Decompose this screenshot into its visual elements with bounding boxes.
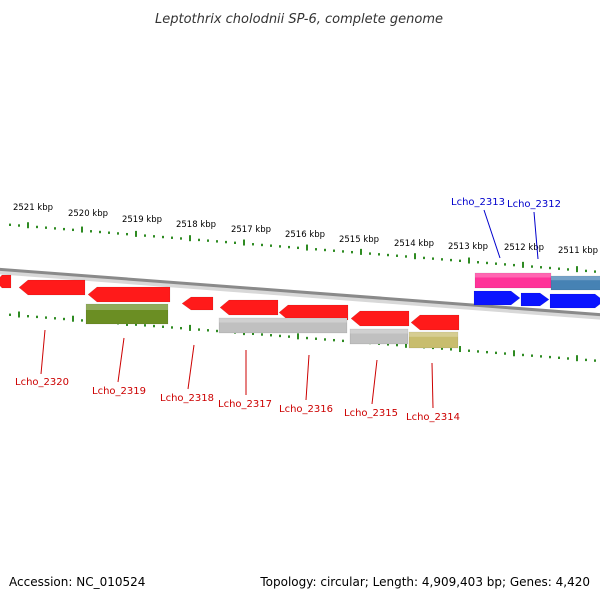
- gene-label[interactable]: Lcho_2313: [451, 197, 505, 208]
- genome-summary-text: Topology: circular; Length: 4,909,403 bp…: [260, 575, 590, 589]
- scale-label: 2512 kbp: [504, 243, 544, 253]
- gene-labels: Lcho_2320 Lcho_2319 Lcho_2318 Lcho_2317 Lcho…: [15, 197, 561, 423]
- feature-box-lcho-2319[interactable]: [85, 303, 169, 325]
- gene-arrow-minus[interactable]: [0, 274, 12, 289]
- map-title: Leptothrix cholodnii SP-6, complete geno…: [155, 12, 443, 27]
- gene-label[interactable]: Lcho_2320: [15, 377, 69, 388]
- gene-label[interactable]: Lcho_2318: [160, 393, 214, 404]
- gene-arrow-lcho-2317[interactable]: [219, 299, 279, 316]
- scale-label: 2515 kbp: [339, 235, 379, 245]
- ruler-outer-ticks: [9, 222, 596, 273]
- gene-arrow-lcho-2320[interactable]: [18, 279, 86, 296]
- leader-line: [533, 211, 539, 260]
- feature-box-lcho-2312[interactable]: [550, 275, 600, 291]
- feature-box-lcho-2319-highlight: [86, 304, 168, 310]
- feature-box-lcho-2315-highlight: [350, 329, 408, 334]
- feature-box-lcho-2314-highlight: [409, 332, 458, 337]
- gene-arrow-lcho-2318[interactable]: [181, 296, 214, 311]
- scale-label: 2517 kbp: [231, 225, 271, 235]
- scale-labels: 2521 kbp 2520 kbp 2519 kbp 2518 kbp 2517 kbp…: [13, 203, 598, 256]
- gene-label[interactable]: Lcho_2317: [218, 399, 272, 410]
- scale-label: 2516 kbp: [285, 230, 325, 240]
- gene-label[interactable]: Lcho_2319: [92, 386, 146, 397]
- gene-arrow-lcho-2314[interactable]: [410, 314, 460, 331]
- gene-label[interactable]: Lcho_2312: [507, 199, 561, 210]
- gene-features: [0, 272, 600, 349]
- feature-box-lcho-2315[interactable]: [349, 328, 409, 345]
- leader-line: [40, 329, 46, 375]
- scale-label: 2521 kbp: [13, 203, 53, 213]
- genome-backbone-shadow: [0, 268, 600, 320]
- leader-line: [371, 359, 378, 405]
- gene-arrow-lcho-2315[interactable]: [350, 310, 410, 327]
- gene-arrow-lcho-2313[interactable]: [473, 290, 521, 306]
- scale-label: 2518 kbp: [176, 220, 216, 230]
- feature-box-lcho-2317-2316[interactable]: [218, 317, 348, 334]
- leader-line: [483, 209, 501, 259]
- accession-text: Accession: NC_010524: [9, 575, 146, 589]
- leader-line: [117, 337, 125, 383]
- gene-arrow-lcho-2319[interactable]: [87, 286, 171, 303]
- feature-box-lcho-2312-highlight: [551, 276, 600, 281]
- ruler-inner-ticks: [9, 311, 596, 362]
- leader-line: [187, 344, 195, 390]
- feature-box-lcho-2317-2316-highlight: [219, 318, 347, 323]
- scale-label: 2519 kbp: [122, 215, 162, 225]
- scale-label: 2514 kbp: [394, 239, 434, 249]
- gene-label[interactable]: Lcho_2315: [344, 408, 398, 419]
- feature-box-lcho-2313-highlight: [475, 273, 551, 278]
- leader-line: [431, 362, 434, 409]
- scale-label: 2511 kbp: [558, 246, 598, 256]
- gene-label[interactable]: Lcho_2314: [406, 412, 460, 423]
- scale-label: 2520 kbp: [68, 209, 108, 219]
- label-leader-lines: [40, 209, 539, 409]
- gene-label[interactable]: Lcho_2316: [279, 404, 333, 415]
- scale-label: 2513 kbp: [448, 242, 488, 252]
- genome-backbone: [0, 267, 600, 317]
- leader-line: [305, 354, 310, 401]
- feature-box-lcho-2314[interactable]: [408, 331, 459, 349]
- gene-arrow-lcho-2312[interactable]: [520, 292, 550, 307]
